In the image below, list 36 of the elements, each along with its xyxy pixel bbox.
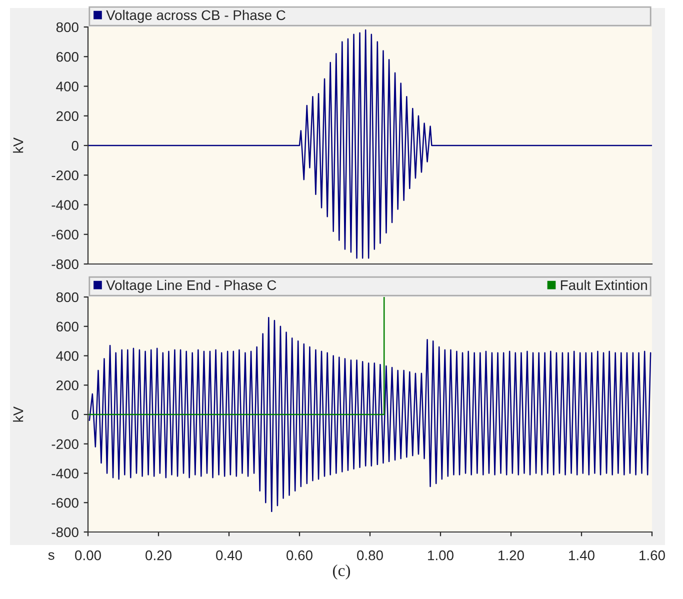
y-tick-label: -800	[52, 259, 78, 270]
x-tick-label: 0.60	[286, 550, 312, 560]
y-axis-title: kV	[13, 137, 24, 153]
y-tick-label: 800	[56, 292, 78, 302]
y-tick-label: 600	[56, 322, 78, 332]
y-tick-label: 400	[56, 351, 78, 361]
y-tick-label: -600	[52, 230, 78, 240]
y-tick-label: 600	[56, 52, 78, 62]
y-tick-label: 0	[72, 140, 78, 151]
legend-label: Voltage across CB - Phase C	[106, 10, 286, 23]
y-tick-label: 400	[56, 82, 78, 92]
x-tick-label: 1.20	[498, 550, 524, 560]
y-tick-label: -200	[52, 439, 78, 450]
y-tick-label: -200	[52, 170, 78, 180]
y-tick-label: 200	[56, 111, 78, 122]
legend-label: Fault Extintion	[560, 280, 647, 290]
y-tick-label: -600	[52, 498, 78, 508]
x-tick-label: 1.00	[428, 550, 454, 560]
text: (c)	[332, 564, 350, 580]
y-tick-label: 200	[56, 380, 78, 390]
x-axis-title: s	[48, 552, 54, 560]
x-tick-label: 0.00	[75, 550, 101, 560]
legend-label: Voltage Line End - Phase C	[106, 280, 276, 293]
y-tick-label: -400	[52, 200, 78, 210]
x-tick-label: 0.80	[357, 550, 383, 560]
x-tick-label: 0.40	[216, 550, 242, 560]
y-tick-label: 800	[56, 22, 78, 32]
x-tick-label: 0.20	[146, 550, 172, 560]
line-series	[88, 29, 652, 259]
y-tick-label: -800	[52, 527, 78, 538]
y-tick-label: -400	[52, 468, 78, 478]
x-tick-label: 1.60	[640, 550, 665, 560]
line-series	[88, 316, 652, 512]
y-axis-title: kV	[13, 406, 24, 422]
x-tick-label: 1.40	[569, 550, 594, 560]
y-tick-label: 0	[72, 410, 78, 420]
